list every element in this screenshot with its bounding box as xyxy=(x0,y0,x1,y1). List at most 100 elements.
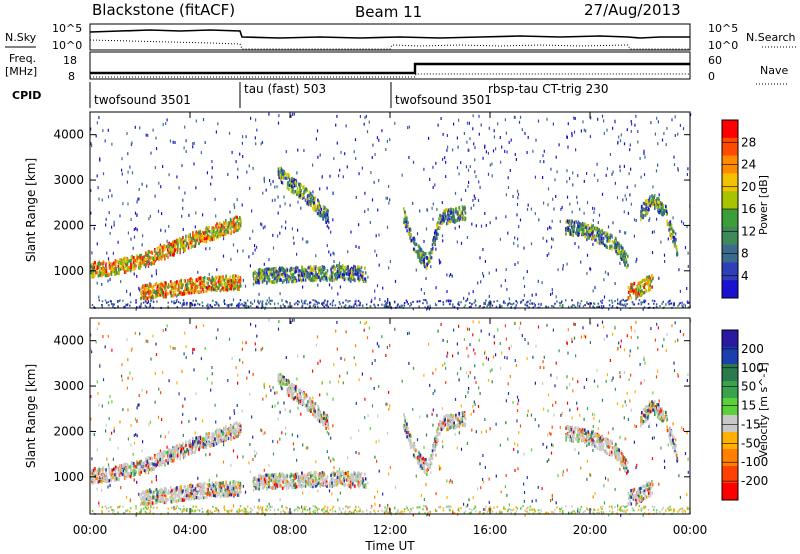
power-echo xyxy=(298,274,300,278)
power-echo xyxy=(420,248,423,253)
power-echo xyxy=(343,275,345,279)
power-echo xyxy=(294,276,297,280)
velocity-echo xyxy=(166,324,168,328)
power-echo xyxy=(589,233,591,237)
power-echo xyxy=(474,197,476,200)
beam-title: Beam 11 xyxy=(355,3,422,21)
power-echo xyxy=(196,279,198,283)
velocity-echo xyxy=(661,344,664,348)
power-echo xyxy=(505,268,507,271)
power-echo xyxy=(203,239,206,244)
power-echo xyxy=(140,253,143,257)
power-echo xyxy=(287,181,289,185)
power-echo xyxy=(643,299,645,302)
power-echo xyxy=(173,302,175,305)
power-echo xyxy=(625,260,628,264)
velocity-echo xyxy=(300,412,302,416)
power-echo xyxy=(453,215,455,219)
power-echo xyxy=(254,248,256,252)
power-echo xyxy=(611,247,613,251)
power-echo xyxy=(250,116,252,120)
velocity-echo xyxy=(458,431,460,435)
power-echo xyxy=(644,199,647,203)
power-echo xyxy=(254,136,256,140)
power-echo xyxy=(283,271,286,275)
power-echo xyxy=(121,266,124,270)
power-echo xyxy=(236,249,239,253)
power-echo xyxy=(249,264,251,268)
power-echo xyxy=(465,189,467,192)
power-echo xyxy=(456,166,459,170)
power-echo xyxy=(355,269,357,273)
power-echo xyxy=(658,200,660,204)
power-echo xyxy=(261,140,264,144)
power-echo xyxy=(574,117,576,120)
power-echo xyxy=(314,196,317,200)
power-echo xyxy=(581,228,583,232)
power-echo xyxy=(635,260,637,264)
power-echo xyxy=(604,270,607,274)
power-echo xyxy=(190,283,193,287)
power-echo xyxy=(645,279,647,283)
power-echo xyxy=(532,149,534,153)
power-echo xyxy=(585,129,587,133)
velocity-echo xyxy=(242,361,244,364)
velocity-echo xyxy=(573,336,576,340)
power-echo xyxy=(358,304,360,307)
power-echo xyxy=(453,306,456,309)
power-echo xyxy=(183,279,186,283)
power-echo xyxy=(645,203,647,207)
power-echo xyxy=(160,290,163,294)
power-echo xyxy=(512,302,515,305)
velocity-echo xyxy=(500,490,502,494)
power-echo xyxy=(185,150,187,153)
power-echo xyxy=(320,213,322,217)
power-echo xyxy=(422,250,425,254)
power-echo xyxy=(148,306,151,309)
power-echo xyxy=(114,267,116,271)
power-echo xyxy=(464,211,467,215)
power-echo xyxy=(265,188,267,192)
power-echo xyxy=(503,300,505,303)
power-echo xyxy=(625,299,627,302)
power-echo xyxy=(190,304,193,307)
power-echo xyxy=(90,142,92,146)
power-echo xyxy=(296,252,298,256)
power-echo xyxy=(587,229,590,233)
power-echo xyxy=(409,236,411,240)
velocity-echo xyxy=(335,329,337,333)
power-echo xyxy=(461,214,463,218)
power-echo xyxy=(210,235,213,239)
power-echo xyxy=(367,275,369,279)
power-echo xyxy=(335,277,338,281)
power-echo xyxy=(315,137,317,141)
power-echo xyxy=(163,244,165,248)
power-echo xyxy=(435,304,438,307)
power-echo xyxy=(485,150,487,154)
power-echo xyxy=(348,270,351,274)
power-echo xyxy=(298,191,300,195)
velocity-echo xyxy=(326,392,328,396)
power-echo xyxy=(667,222,670,226)
power-echo xyxy=(186,285,188,289)
power-echo xyxy=(449,300,452,303)
velocity-echo xyxy=(604,476,607,480)
power-echo xyxy=(280,266,282,270)
power-echo xyxy=(162,293,164,298)
power-echo xyxy=(418,253,420,257)
power-echo xyxy=(321,265,324,269)
power-echo xyxy=(543,201,545,205)
power-echo xyxy=(641,301,644,304)
power-echo xyxy=(131,171,134,175)
power-echo xyxy=(600,240,603,244)
power-echo xyxy=(461,205,464,209)
power-echo xyxy=(132,246,134,250)
power-echo xyxy=(157,289,159,293)
power-echo xyxy=(336,264,338,268)
power-echo xyxy=(623,258,625,262)
power-echo xyxy=(488,271,490,275)
power-echo xyxy=(164,229,166,233)
power-echo xyxy=(394,279,397,283)
power-echo xyxy=(226,230,229,234)
power-echo xyxy=(176,175,178,179)
